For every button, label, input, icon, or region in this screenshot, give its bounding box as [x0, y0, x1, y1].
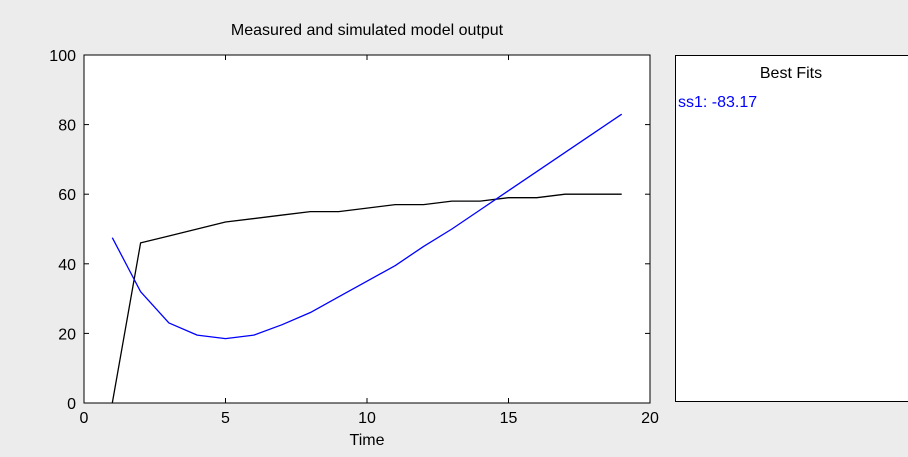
- x-axis-label: Time: [350, 432, 385, 449]
- measured-output-line: [111, 193, 622, 404]
- best-fit-entry[interactable]: ss1: -83.17: [678, 94, 758, 111]
- x-tick-label: 10: [358, 410, 376, 427]
- y-tick-label: 0: [67, 396, 76, 413]
- axis-ticks: 0 5 10 15 20 0 20 40 60 80 100: [49, 48, 659, 427]
- y-tick-label: 60: [58, 187, 76, 204]
- best-fits-title: Best Fits: [759, 65, 823, 82]
- plot-title: Measured and simulated model output: [230, 22, 504, 39]
- y-tick-label: 20: [58, 326, 76, 343]
- data-series: [111, 113, 623, 404]
- y-tick-label: 80: [58, 118, 76, 135]
- best-fits-list: ss1: -83.17: [678, 93, 757, 113]
- best-fits-panel: Best Fits ss1: -83.17: [675, 55, 908, 402]
- y-tick-label: 40: [58, 257, 76, 274]
- x-tick-label: 0: [80, 410, 89, 427]
- x-tick-label: 5: [221, 410, 230, 427]
- x-tick-label: 20: [641, 410, 659, 427]
- y-tick-label: 100: [49, 48, 76, 65]
- simulated-output-line: [111, 113, 623, 340]
- plot-area: [83, 54, 651, 404]
- x-tick-label: 15: [500, 410, 518, 427]
